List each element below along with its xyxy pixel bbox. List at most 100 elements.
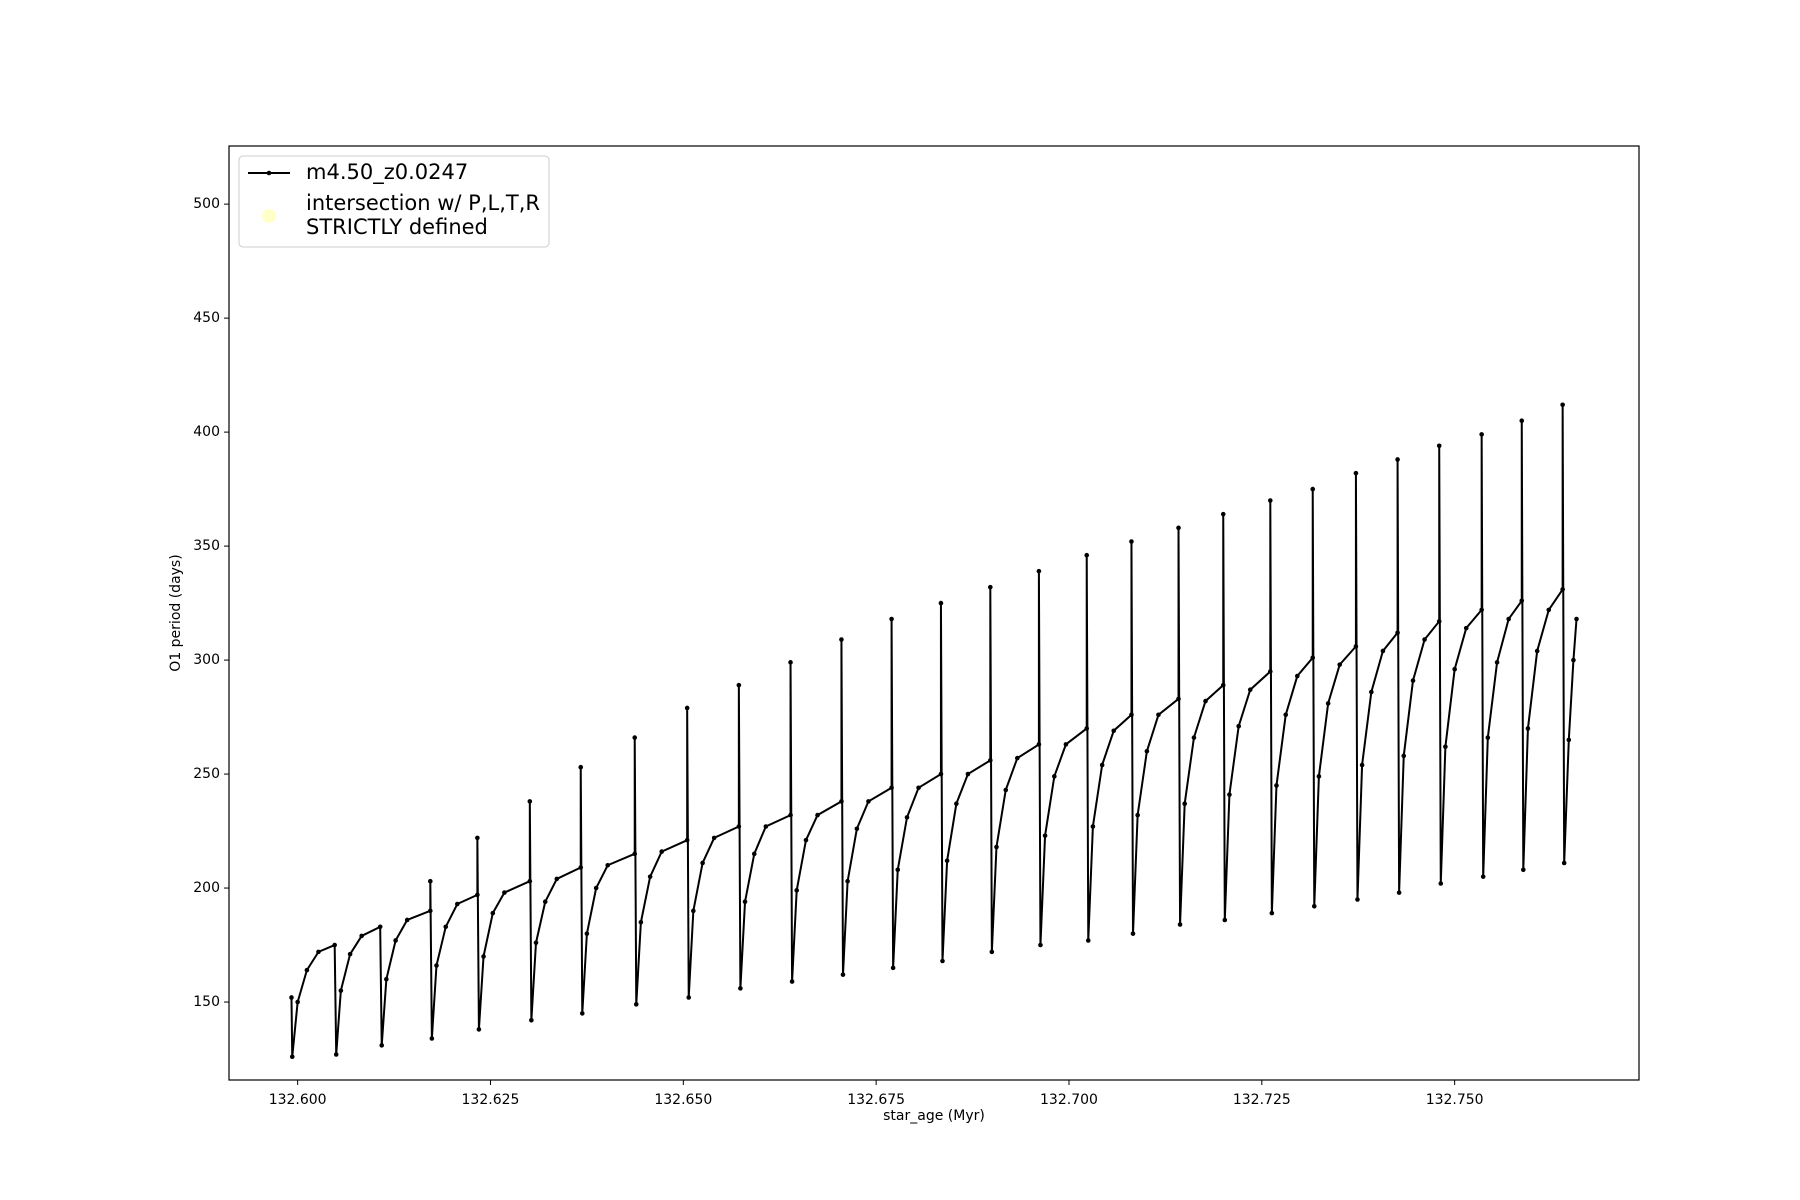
legend-label: intersection w/ P,L,T,R STRICTLY defined	[306, 191, 540, 239]
point	[659, 849, 665, 854]
point	[578, 865, 584, 870]
y-tick-label: 250	[193, 766, 220, 782]
point	[1294, 673, 1300, 679]
point	[289, 1054, 295, 1060]
point	[815, 812, 820, 818]
legend-box	[238, 155, 550, 248]
point	[1479, 432, 1484, 437]
point	[1084, 552, 1090, 558]
point	[938, 600, 944, 606]
point	[1520, 867, 1526, 873]
point	[1236, 723, 1241, 729]
point	[1042, 833, 1048, 838]
point	[1316, 774, 1322, 779]
point	[554, 876, 560, 882]
point	[475, 892, 480, 898]
point	[1359, 762, 1365, 768]
point	[989, 949, 995, 955]
point	[789, 979, 795, 984]
point	[584, 931, 590, 936]
point	[475, 835, 480, 841]
point	[1283, 712, 1289, 718]
x-tick-label: 132.750	[1426, 1092, 1484, 1108]
point	[1090, 824, 1096, 829]
point	[1422, 637, 1427, 642]
point	[1310, 655, 1316, 661]
point	[889, 616, 894, 622]
legend-marker	[266, 170, 272, 176]
point	[700, 860, 705, 866]
point	[428, 878, 433, 884]
point	[490, 910, 496, 916]
point	[1111, 728, 1117, 734]
point	[1355, 897, 1360, 902]
point	[1268, 498, 1273, 503]
point	[890, 965, 896, 971]
point	[788, 812, 793, 818]
point	[332, 942, 337, 948]
point	[304, 967, 310, 973]
point	[904, 815, 910, 820]
point	[359, 933, 364, 939]
point	[1566, 737, 1572, 743]
point	[289, 995, 294, 1000]
point	[533, 940, 539, 946]
point	[1494, 660, 1500, 665]
point	[794, 888, 800, 893]
point	[1177, 922, 1183, 927]
point	[1485, 735, 1491, 740]
point	[1560, 402, 1565, 408]
point	[1401, 753, 1407, 759]
point	[1452, 666, 1457, 672]
y-tick-label: 500	[193, 196, 220, 212]
point	[1380, 648, 1386, 654]
point	[938, 771, 944, 777]
point	[738, 986, 743, 991]
point	[1220, 511, 1226, 517]
point	[1220, 682, 1226, 688]
point	[476, 1027, 482, 1032]
point	[1506, 616, 1511, 622]
point	[443, 924, 449, 930]
point	[954, 801, 959, 806]
plot-frame	[228, 145, 1640, 1081]
point	[854, 826, 860, 832]
point	[579, 1011, 585, 1016]
y-tick-label: 350	[193, 538, 220, 554]
point	[1561, 860, 1567, 866]
point	[295, 999, 300, 1005]
point	[1436, 443, 1442, 449]
point	[1479, 607, 1484, 613]
point	[1395, 457, 1400, 462]
point	[338, 988, 344, 993]
point	[1438, 881, 1444, 886]
point	[845, 878, 850, 884]
point	[1085, 938, 1091, 943]
y-axis-label: O1 period (days)	[168, 554, 184, 671]
point	[803, 837, 809, 843]
point	[988, 584, 993, 590]
point	[711, 835, 717, 841]
point	[1268, 669, 1273, 674]
point	[1353, 470, 1359, 476]
point	[686, 995, 692, 1000]
point	[944, 858, 950, 863]
point	[1463, 625, 1469, 631]
point	[434, 963, 439, 968]
point	[542, 899, 548, 905]
point	[1130, 931, 1136, 936]
point	[1519, 418, 1525, 424]
point	[1247, 687, 1253, 693]
point	[632, 851, 638, 857]
point	[632, 735, 638, 740]
point	[1176, 696, 1181, 702]
point	[1129, 539, 1134, 544]
point	[1353, 644, 1359, 649]
point	[1015, 755, 1020, 761]
point	[684, 837, 690, 843]
point	[1480, 874, 1486, 879]
point	[384, 976, 389, 982]
point	[638, 919, 644, 925]
point	[1546, 607, 1552, 613]
y-tick-label: 300	[193, 652, 220, 668]
